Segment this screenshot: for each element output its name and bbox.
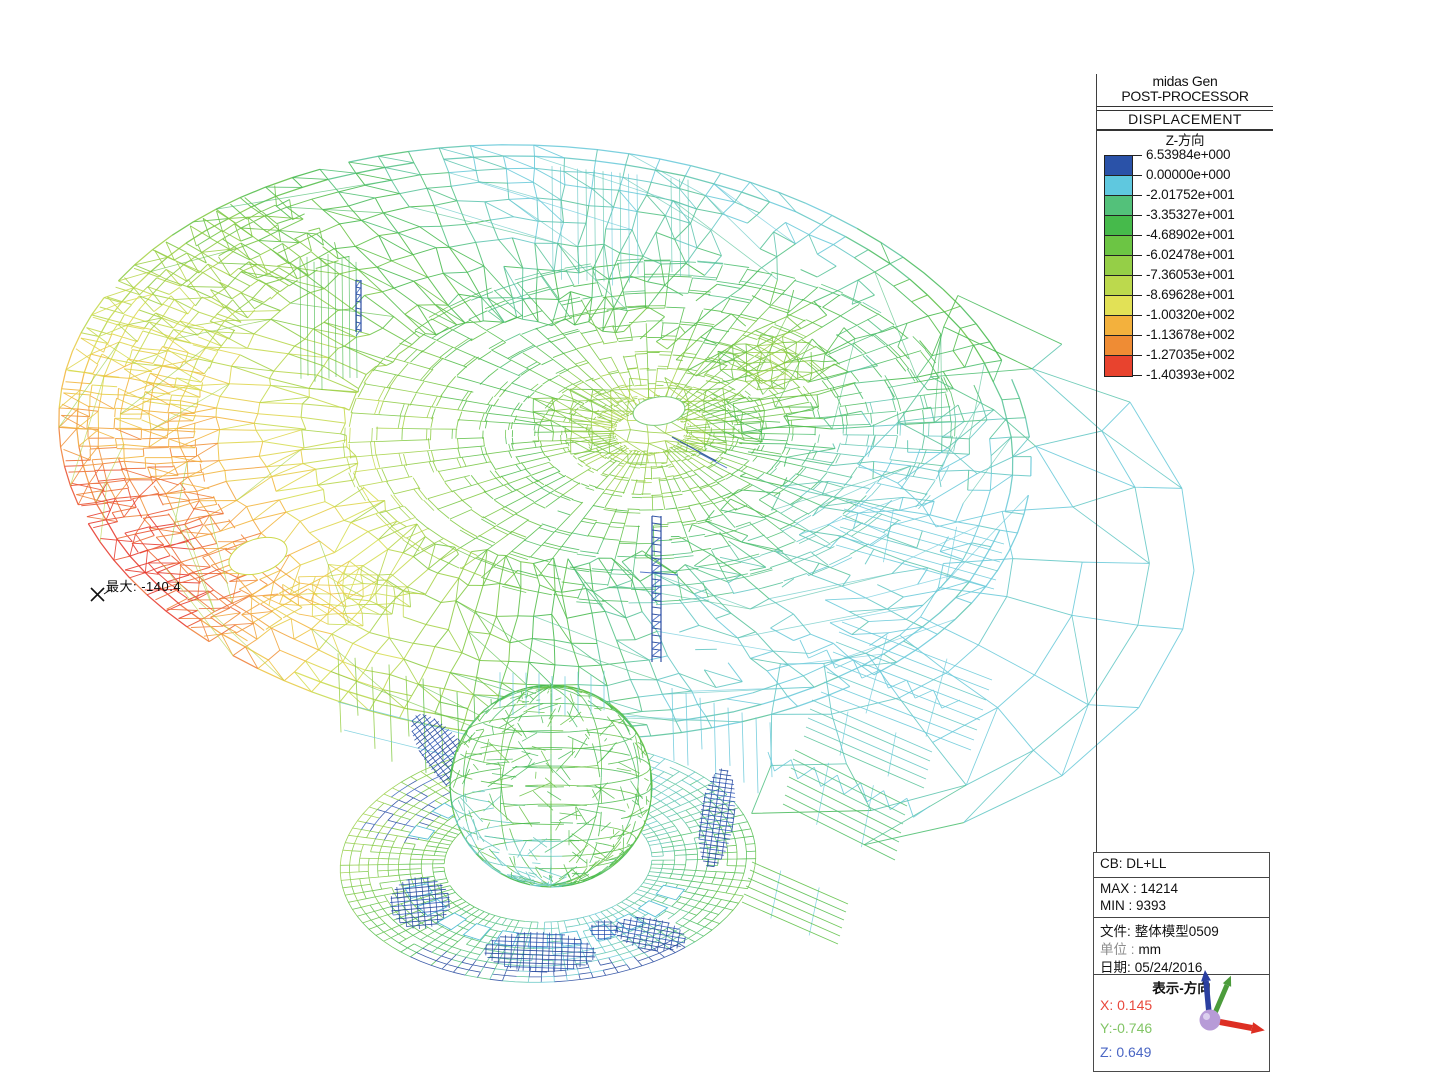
legend-value: -1.27035e+002 xyxy=(1146,347,1235,362)
legend-value: -6.02478e+001 xyxy=(1146,247,1235,262)
result-type: DISPLACEMENT xyxy=(1128,111,1242,127)
max-value: MAX : 14214 xyxy=(1100,881,1179,896)
divider xyxy=(1097,129,1273,131)
date-value: 05/24/2016 xyxy=(1134,960,1203,975)
legend-color-band xyxy=(1105,256,1132,276)
legend-color-band xyxy=(1105,276,1132,296)
divider xyxy=(1094,877,1269,879)
legend-tick xyxy=(1132,175,1142,176)
legend-value: -8.69628e+001 xyxy=(1146,287,1235,302)
legend-tick xyxy=(1132,355,1142,356)
max-displacement-annotation: 最大: -140.4 xyxy=(106,579,182,594)
divider xyxy=(1094,917,1269,919)
file-value: 整体模型0509 xyxy=(1134,924,1219,939)
unit-value: mm xyxy=(1138,942,1162,957)
legend-color-band xyxy=(1105,356,1132,376)
legend-color-band xyxy=(1105,176,1132,196)
result-component: Z-方向 xyxy=(1165,133,1205,148)
legend-color-band xyxy=(1105,216,1132,236)
legend-colorbar xyxy=(1104,155,1133,377)
legend-tick xyxy=(1132,375,1142,376)
view-dir-z: Z: 0.649 xyxy=(1100,1044,1152,1060)
legend-tick xyxy=(1132,195,1142,196)
file-row: 文件: 整体模型0509 xyxy=(1100,920,1219,940)
legend-color-band xyxy=(1105,196,1132,216)
legend-color-band xyxy=(1105,316,1132,336)
unit-row: 单位 : mm xyxy=(1100,938,1161,958)
view-dir-x: X: 0.145 xyxy=(1100,997,1153,1013)
legend-value: 6.53984e+000 xyxy=(1146,147,1231,162)
legend-value: -1.13678e+002 xyxy=(1146,327,1235,342)
legend-value: -3.35327e+001 xyxy=(1146,207,1235,222)
legend-tick xyxy=(1132,315,1142,316)
legend-value: -1.40393e+002 xyxy=(1146,367,1235,382)
legend-color-band xyxy=(1105,236,1132,256)
file-label: 文件: xyxy=(1100,924,1131,939)
legend-color-band xyxy=(1105,296,1132,316)
legend-value: -2.01752e+001 xyxy=(1146,187,1235,202)
double-divider xyxy=(1097,106,1273,111)
legend-color-band xyxy=(1105,336,1132,356)
legend-tick xyxy=(1132,215,1142,216)
min-value: MIN : 9393 xyxy=(1100,898,1167,913)
legend-value: -7.36053e+001 xyxy=(1146,267,1235,282)
legend-value: -4.68902e+001 xyxy=(1146,227,1235,242)
view-direction-title: 表示-方向 xyxy=(1152,981,1211,996)
view-dir-y: Y:-0.746 xyxy=(1100,1020,1153,1036)
unit-label: 单位 : xyxy=(1100,942,1135,957)
legend-tick xyxy=(1132,255,1142,256)
legend-tick xyxy=(1132,275,1142,276)
panel-divider xyxy=(1096,74,1097,852)
legend-color-band xyxy=(1105,156,1132,176)
app-name: midas Gen xyxy=(1152,73,1218,89)
view-axis-triad-icon xyxy=(1199,970,1265,1034)
date-row: 日期: 05/24/2016 xyxy=(1100,956,1202,976)
legend-tick xyxy=(1132,155,1142,156)
result-info-box: CB: DL+LL MAX : 14214 MIN : 9393 文件: 整体模型… xyxy=(1093,852,1270,1072)
legend-tick xyxy=(1132,295,1142,296)
date-label: 日期: xyxy=(1100,960,1131,975)
legend-value: -1.00320e+002 xyxy=(1146,307,1235,322)
legend-value: 0.00000e+000 xyxy=(1146,167,1231,182)
divider xyxy=(1094,974,1269,976)
legend-tick xyxy=(1132,235,1142,236)
app-mode: POST-PROCESSOR xyxy=(1121,88,1249,104)
legend-tick xyxy=(1132,335,1142,336)
load-combination: CB: DL+LL xyxy=(1100,856,1167,871)
